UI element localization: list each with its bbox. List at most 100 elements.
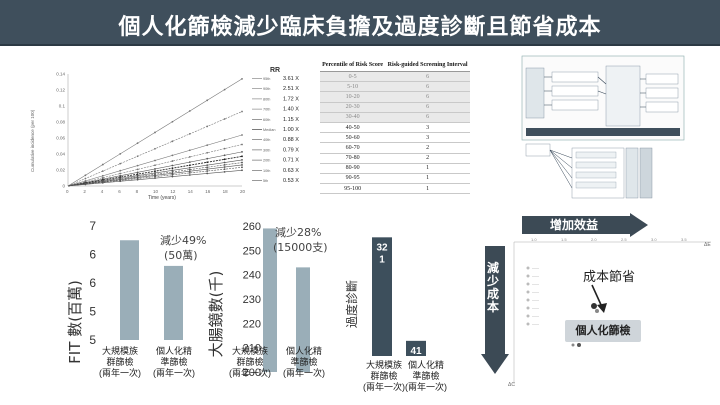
cost-saving-pointer [591, 284, 607, 313]
series-point [154, 172, 156, 174]
series-point [154, 131, 156, 134]
percentile-cell: 10-20 [320, 91, 386, 103]
series-point [188, 132, 191, 135]
series-point [206, 125, 209, 128]
legend-series-name: Median [263, 128, 275, 132]
x-tick-label: 20 [240, 189, 246, 194]
svg-text:——: —— [532, 306, 540, 310]
y-tick-label: 0.08 [56, 120, 65, 125]
table-row: 20-30 6 [320, 102, 470, 113]
series-point [188, 174, 191, 176]
series-point [206, 172, 209, 175]
fit-reduction-annotation: 減少49% (50萬) [160, 233, 206, 262]
series-point [171, 140, 174, 143]
percentile-cell: 80-90 [320, 163, 386, 174]
series-point [206, 161, 209, 164]
series-point [119, 174, 122, 177]
y-tick-label: 210 [243, 343, 261, 355]
x-tick-label: 0 [66, 189, 69, 194]
bar [372, 237, 392, 356]
series-point [171, 160, 174, 162]
y-tick-label: 250 [243, 245, 261, 257]
series-point [101, 163, 104, 166]
fit-y-axis-label: FIT 數(百萬) [66, 280, 84, 364]
y-tick-label: 0.14 [56, 72, 65, 77]
series-point [84, 174, 87, 177]
interval-cell: 3 [385, 122, 470, 134]
bar [263, 228, 277, 372]
series-point [84, 177, 87, 180]
legend-series-name: 10th [263, 169, 270, 173]
x-tick-label: 6 [118, 189, 121, 194]
legend-rr-value: 0.63 X [283, 168, 299, 174]
series-point [154, 168, 156, 170]
series-point [154, 175, 156, 178]
svg-text:1.0: 1.0 [531, 238, 537, 242]
series-point [101, 176, 104, 179]
cumulative-incidence-chart: 0 2 4 6 8 10 12 14 16 18 20 0 0.02 0.04 0.06 0.08 0.1 0.1… [30, 67, 299, 201]
cost-saving-label: 成本節省 [583, 270, 636, 285]
y-tick-label: 5 [89, 305, 96, 319]
series-point [241, 155, 243, 158]
svg-text:——: —— [532, 266, 540, 270]
series-point [171, 172, 174, 175]
series-point [136, 155, 139, 158]
category-label: 大規模族群篩檢(兩年一次) [363, 359, 405, 392]
svg-text:——: —— [532, 314, 540, 318]
percentile-cell: 50-60 [320, 132, 386, 144]
category-label: 個人化精準篩檢(兩年一次) [153, 345, 195, 378]
y-tick-label: 200 [243, 367, 261, 379]
series-point [206, 168, 209, 171]
series-point [171, 175, 174, 178]
legend-rr-value: 0.79 X [283, 147, 299, 153]
bar-data-label: 1 [379, 254, 385, 265]
x-tick-label: 12 [170, 189, 176, 194]
table-row: 50-60 3 [320, 132, 470, 144]
bar-data-label: 32 [376, 242, 388, 253]
series-point [101, 181, 104, 184]
series-point [223, 158, 226, 161]
legend-rr-value: 0.71 X [283, 158, 299, 164]
series-point [154, 164, 156, 167]
series-point [223, 88, 226, 91]
interval-cell: 1 [385, 173, 470, 185]
percentile-cell: 70-80 [320, 153, 386, 164]
interval-cell: 6 [385, 102, 470, 113]
category-label: 個人化精準篩檢(兩年一次) [283, 345, 325, 378]
interval-cell: 2 [385, 142, 470, 154]
series-point [119, 152, 122, 155]
interval-cell: 3 [385, 132, 470, 144]
y-tick-label: 7 [89, 219, 96, 233]
series-point [119, 162, 122, 165]
svg-text:1.5: 1.5 [561, 238, 567, 242]
table-row: 10-20 6 [320, 91, 470, 103]
colonoscopy-reduction-annotation: 減少28% (15000支) [273, 225, 328, 254]
legend-series-name: 70th [263, 108, 270, 112]
svg-text:2.5: 2.5 [621, 238, 627, 242]
bar [120, 240, 139, 340]
legend-rr-value: 0.53 X [283, 178, 299, 184]
colonoscopy-y-axis-label: 大腸鏡數(千) [207, 271, 225, 358]
series-point [223, 147, 226, 150]
series-point [171, 173, 174, 176]
legend-series-name: 5th [263, 179, 268, 183]
legend-rr-value: 3.61 X [283, 76, 299, 82]
series-point [171, 164, 174, 167]
cost-effectiveness-plot: 1.0 1.5 2.0 2.5 3.0 3.5 —— —— —— —— —— —— —— —— ΔE Δ… [508, 238, 711, 388]
slide-title: 個人化篩檢減少臨床負擔及過度診斷且節省成本 [118, 15, 602, 40]
overdiagnosis-y-axis-label: 過度診斷 [344, 280, 359, 328]
gain-label: 增加效益 [550, 218, 599, 232]
table-header-percentile: Percentile of Risk Score [320, 60, 386, 72]
svg-text:ΔE: ΔE [704, 242, 711, 248]
gain-arrow [522, 213, 648, 237]
series-point [241, 110, 243, 113]
percentile-cell: 90-95 [320, 173, 386, 185]
interval-cell: 6 [385, 71, 470, 83]
series-point [223, 168, 226, 171]
series-point [206, 151, 209, 154]
series-point [188, 161, 191, 164]
svg-text:——: —— [532, 298, 540, 302]
series-point [223, 166, 226, 168]
series-point [241, 161, 243, 164]
interval-cell: 1 [385, 183, 470, 195]
